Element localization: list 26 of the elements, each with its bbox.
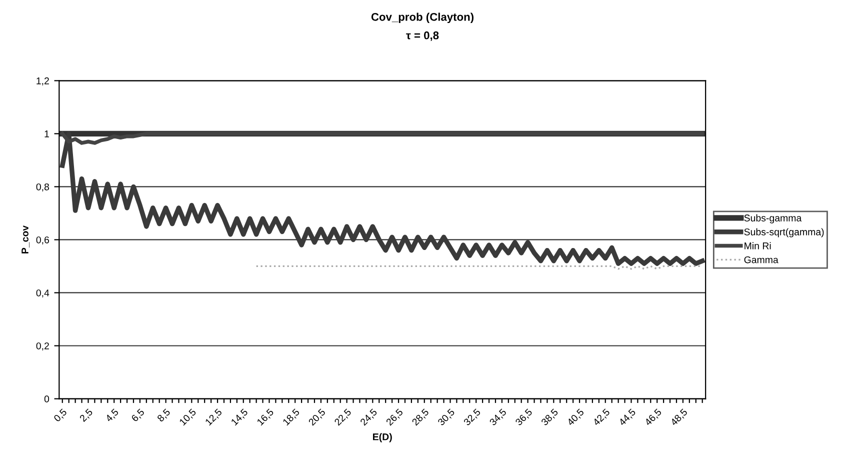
legend-label: Min Ri [744, 242, 771, 250]
legend-label: Subs-sqrt(gamma) [744, 228, 824, 238]
x-tick-label: 4,5 [104, 408, 120, 424]
x-tick-label: 44,5 [618, 408, 637, 427]
y-tick-label: 0,2 [36, 342, 49, 351]
legend-label: Subs-gamma [744, 214, 802, 224]
x-tick-label: 42,5 [592, 408, 611, 427]
y-tick-label: 1 [44, 130, 49, 138]
x-tick-label: 46,5 [644, 408, 663, 427]
y-axis-title: P_cov [22, 225, 30, 254]
y-tick-label: 0,4 [36, 289, 50, 298]
y-tick-label: 0 [44, 396, 50, 402]
x-axis-title: E(D) [373, 433, 392, 442]
y-tick-label: 0,8 [36, 183, 50, 192]
chart-subtitle: τ = 0,8 [406, 31, 439, 41]
legend-label: Gamma [744, 256, 778, 264]
y-tick-label: 0,6 [36, 236, 49, 244]
line-series [60, 131, 705, 266]
x-tick-label: 2,5 [79, 408, 94, 423]
x-tick-label: 0,5 [53, 408, 68, 423]
x-tick-label: 40,5 [566, 408, 586, 427]
x-tick-label: 48,5 [670, 408, 689, 427]
x-tick-label: 6,5 [130, 408, 146, 423]
y-tick-label: 1,2 [36, 77, 49, 86]
x-tick-label: 8,5 [156, 408, 172, 423]
chart-title: Cov_prob (Clayton) [371, 12, 474, 24]
